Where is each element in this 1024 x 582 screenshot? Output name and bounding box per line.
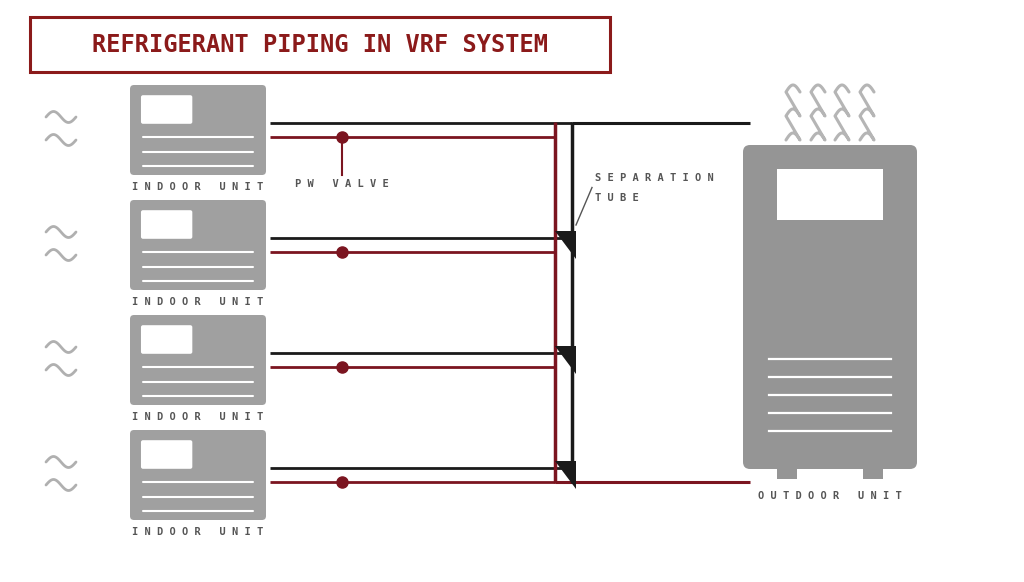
Polygon shape: [555, 346, 575, 374]
Text: REFRIGERANT PIPING IN VRF SYSTEM: REFRIGERANT PIPING IN VRF SYSTEM: [92, 33, 548, 56]
Text: T U B E: T U B E: [595, 193, 639, 203]
FancyBboxPatch shape: [130, 430, 266, 520]
Text: I N D O O R   U N I T: I N D O O R U N I T: [132, 297, 263, 307]
Text: O U T D O O R   U N I T: O U T D O O R U N I T: [758, 491, 902, 501]
Polygon shape: [555, 231, 575, 259]
FancyBboxPatch shape: [130, 200, 266, 290]
Text: I N D O O R   U N I T: I N D O O R U N I T: [132, 412, 263, 422]
FancyBboxPatch shape: [30, 17, 610, 72]
Bar: [777, 169, 883, 220]
Polygon shape: [555, 461, 575, 489]
FancyBboxPatch shape: [743, 145, 918, 469]
Text: S E P A R A T I O N: S E P A R A T I O N: [595, 172, 714, 183]
Text: I N D O O R   U N I T: I N D O O R U N I T: [132, 527, 263, 537]
FancyBboxPatch shape: [141, 440, 193, 469]
Text: P W   V A L V E: P W V A L V E: [295, 179, 389, 189]
FancyBboxPatch shape: [141, 95, 193, 124]
Bar: [777, 461, 797, 479]
Text: I N D O O R   U N I T: I N D O O R U N I T: [132, 182, 263, 192]
FancyBboxPatch shape: [130, 315, 266, 405]
FancyBboxPatch shape: [130, 85, 266, 175]
FancyBboxPatch shape: [141, 325, 193, 354]
FancyBboxPatch shape: [141, 210, 193, 239]
Bar: [863, 461, 883, 479]
